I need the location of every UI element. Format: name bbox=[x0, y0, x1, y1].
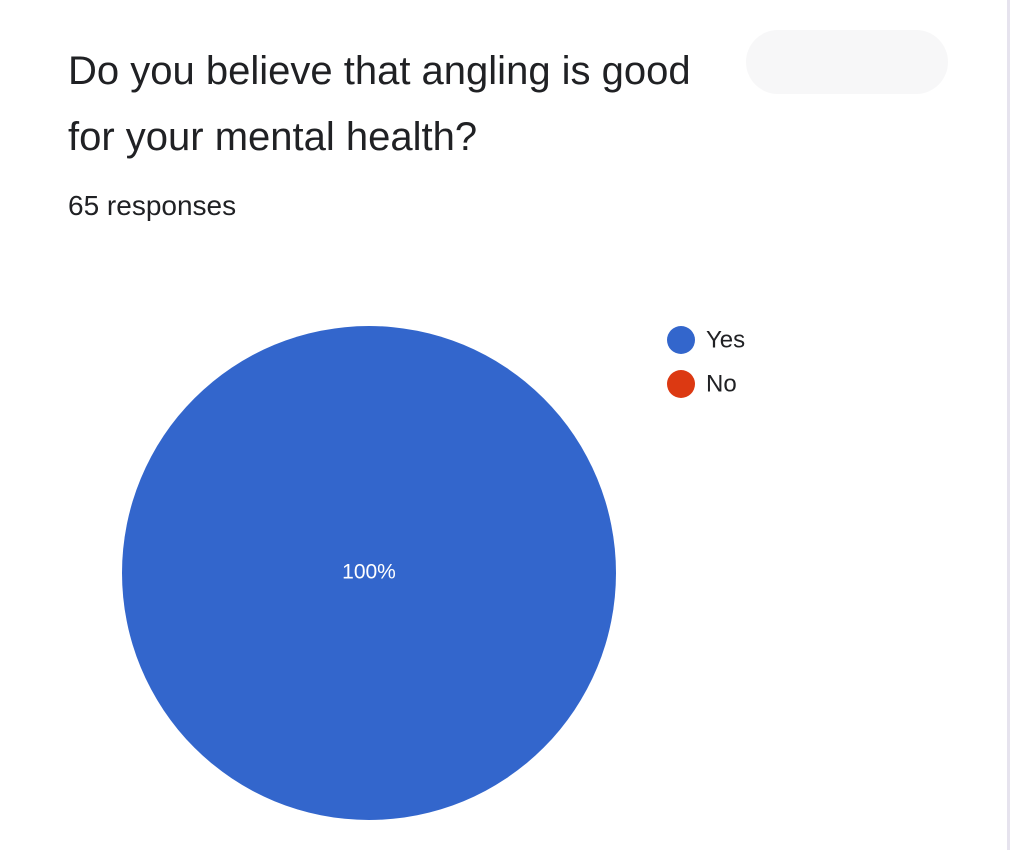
chart-title: Do you believe that angling is good for … bbox=[68, 49, 691, 159]
legend-marker bbox=[667, 326, 695, 354]
blurred-button bbox=[746, 30, 948, 94]
legend-marker bbox=[667, 370, 695, 398]
value-label: 100% bbox=[342, 561, 396, 584]
pie-slice bbox=[122, 326, 616, 820]
legend-label: Yes bbox=[706, 326, 745, 353]
legend-label: No bbox=[706, 370, 737, 397]
chart-subtitle: 65 responses bbox=[68, 190, 237, 221]
